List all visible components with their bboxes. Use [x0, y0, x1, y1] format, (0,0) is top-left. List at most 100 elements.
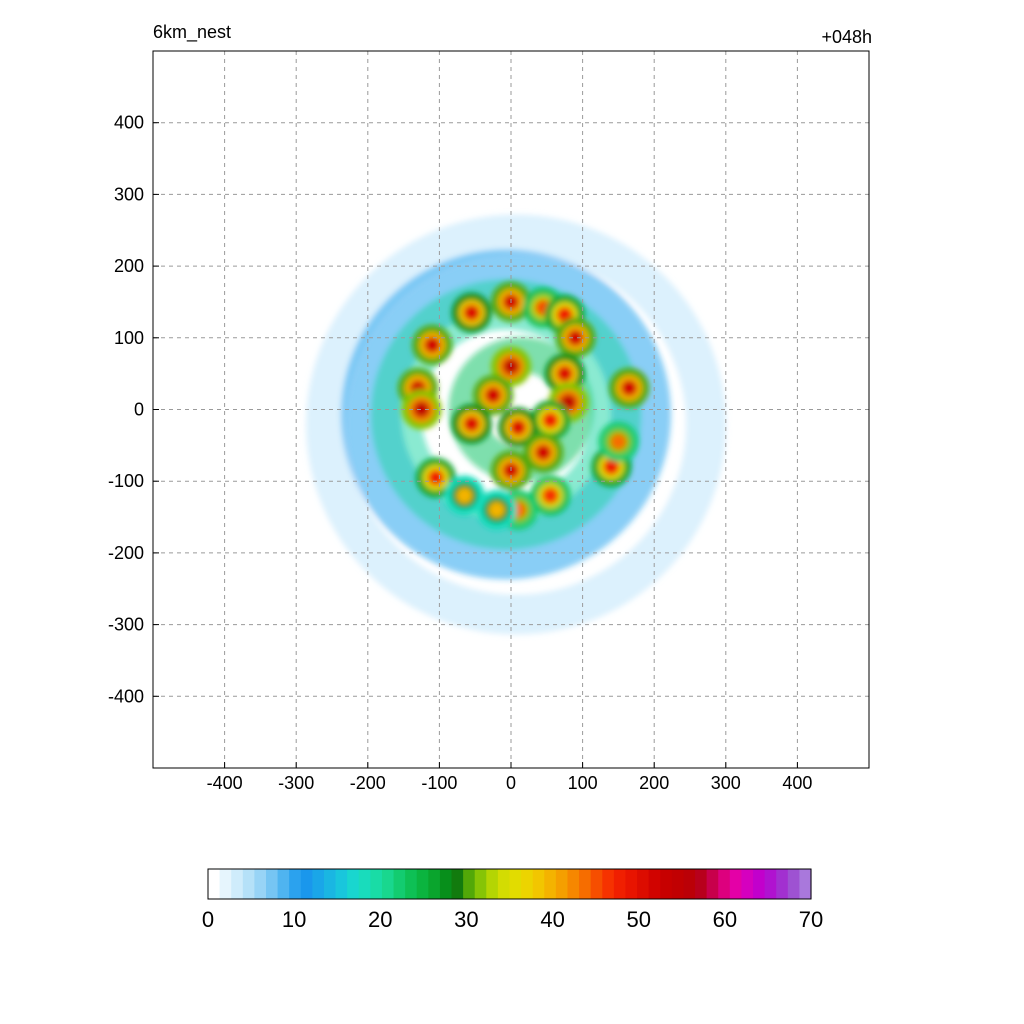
- colorbar-swatch: [602, 869, 615, 899]
- x-tick-label: 200: [639, 773, 669, 793]
- y-tick-label: -400: [108, 686, 144, 706]
- colorbar-tick-label: 40: [540, 907, 564, 932]
- colorbar-swatch: [729, 869, 743, 899]
- colorbar-swatch: [590, 869, 603, 899]
- y-tick-label: 200: [114, 256, 144, 276]
- colorbar-tick-label: 70: [799, 907, 823, 932]
- cell-core-20: [603, 458, 620, 475]
- cell-core-12: [510, 419, 527, 436]
- colorbar-tick-label: 10: [282, 907, 306, 932]
- colorbar-swatch: [718, 869, 731, 899]
- x-tick-label: 300: [711, 773, 741, 793]
- colorbar-swatch: [347, 869, 360, 899]
- colorbar-swatch: [381, 869, 395, 899]
- colorbar-tick-label: 20: [368, 907, 392, 932]
- colorbar-tick-label: 60: [713, 907, 737, 932]
- cell-core-24: [488, 501, 505, 518]
- colorbar-swatch: [289, 869, 302, 899]
- cell-core-4: [556, 306, 573, 323]
- colorbar-swatch: [625, 869, 638, 899]
- colorbar-swatch: [637, 869, 650, 899]
- colorbar-swatch: [428, 869, 441, 899]
- colorbar-swatch: [741, 869, 754, 899]
- y-tick-label: 100: [114, 328, 144, 348]
- x-tick-label: 400: [782, 773, 812, 793]
- colorbar-swatch: [532, 869, 545, 899]
- colorbar-swatch: [451, 869, 464, 899]
- plot-title: 6km_nest: [153, 22, 232, 42]
- colorbar-swatch: [544, 869, 557, 899]
- colorbar-swatch: [323, 869, 337, 899]
- colorbar-swatch: [335, 869, 348, 899]
- colorbar-swatch: [706, 869, 719, 899]
- colorbar-swatch: [208, 869, 221, 899]
- colorbar-swatch: [613, 869, 627, 899]
- cell-core-19: [535, 444, 552, 461]
- colorbar-swatch: [312, 869, 325, 899]
- cell-core-0: [424, 336, 441, 353]
- colorbar-swatch: [358, 869, 371, 899]
- colorbar-swatch: [764, 869, 777, 899]
- y-tick-label: -300: [108, 615, 144, 635]
- colorbar-swatch: [683, 869, 696, 899]
- colorbar-swatch: [242, 869, 255, 899]
- colorbar-frame: [207, 868, 812, 900]
- colorbar-swatch: [799, 869, 812, 899]
- y-tick-label: 300: [114, 184, 144, 204]
- cell-core-1: [463, 304, 480, 321]
- y-tick-label: 0: [134, 400, 144, 420]
- colorbar-swatch: [579, 869, 592, 899]
- x-tick-label: 100: [568, 773, 598, 793]
- cell-core-6: [621, 379, 638, 396]
- colorbar-swatch: [405, 869, 418, 899]
- colorbar-swatch: [660, 869, 673, 899]
- colorbar-swatch: [277, 869, 290, 899]
- x-tick-label: 0: [506, 773, 516, 793]
- x-tick-label: -300: [278, 773, 314, 793]
- colorbar-tick-label: 50: [626, 907, 650, 932]
- colorbar-swatch: [393, 869, 406, 899]
- colorbar-swatch: [219, 869, 232, 899]
- outer-band: [306, 214, 726, 635]
- colorbar: 0 10 20 30 40 50 60 70: [202, 868, 823, 932]
- cell-core-13: [463, 415, 480, 432]
- forecast-hour-label: +048h: [821, 27, 872, 47]
- y-tick-label: 400: [114, 113, 144, 133]
- cell-core-17: [456, 487, 473, 504]
- colorbar-swatch: [439, 869, 453, 899]
- colorbar-swatch: [776, 869, 789, 899]
- colorbar-tick-label: 0: [202, 907, 214, 932]
- colorbar-swatch: [648, 869, 661, 899]
- colorbar-swatch: [300, 869, 313, 899]
- colorbar-swatch: [567, 869, 580, 899]
- x-tick-label: -100: [421, 773, 457, 793]
- colorbar-swatch: [370, 869, 383, 899]
- colorbar-swatch: [671, 869, 685, 899]
- colorbar-swatch: [416, 869, 429, 899]
- cell-core-16: [427, 469, 444, 486]
- colorbar-swatch: [787, 869, 801, 899]
- cell-core-21: [610, 433, 627, 450]
- y-tick-label: -100: [108, 471, 144, 491]
- cell-core-15: [413, 401, 430, 418]
- colorbar-swatch: [265, 869, 279, 899]
- colorbar-swatch: [497, 869, 511, 899]
- colorbar-swatch: [695, 869, 708, 899]
- colorbar-tick-label: 30: [454, 907, 478, 932]
- colorbar-swatch: [474, 869, 487, 899]
- x-tick-label: -200: [350, 773, 386, 793]
- cell-core-11: [485, 387, 502, 404]
- colorbar-swatch: [555, 869, 569, 899]
- colorbar-swatch: [231, 869, 244, 899]
- plot-area: [306, 214, 726, 635]
- cell-core-9: [542, 412, 559, 429]
- cell-core-22: [542, 487, 559, 504]
- x-tick-label: -400: [207, 773, 243, 793]
- colorbar-swatch: [509, 869, 522, 899]
- cell-core-7: [556, 365, 573, 382]
- colorbar-swatch: [486, 869, 499, 899]
- convective-cells: [397, 281, 650, 530]
- y-tick-label: -200: [108, 543, 144, 563]
- colorbar-swatch: [463, 869, 476, 899]
